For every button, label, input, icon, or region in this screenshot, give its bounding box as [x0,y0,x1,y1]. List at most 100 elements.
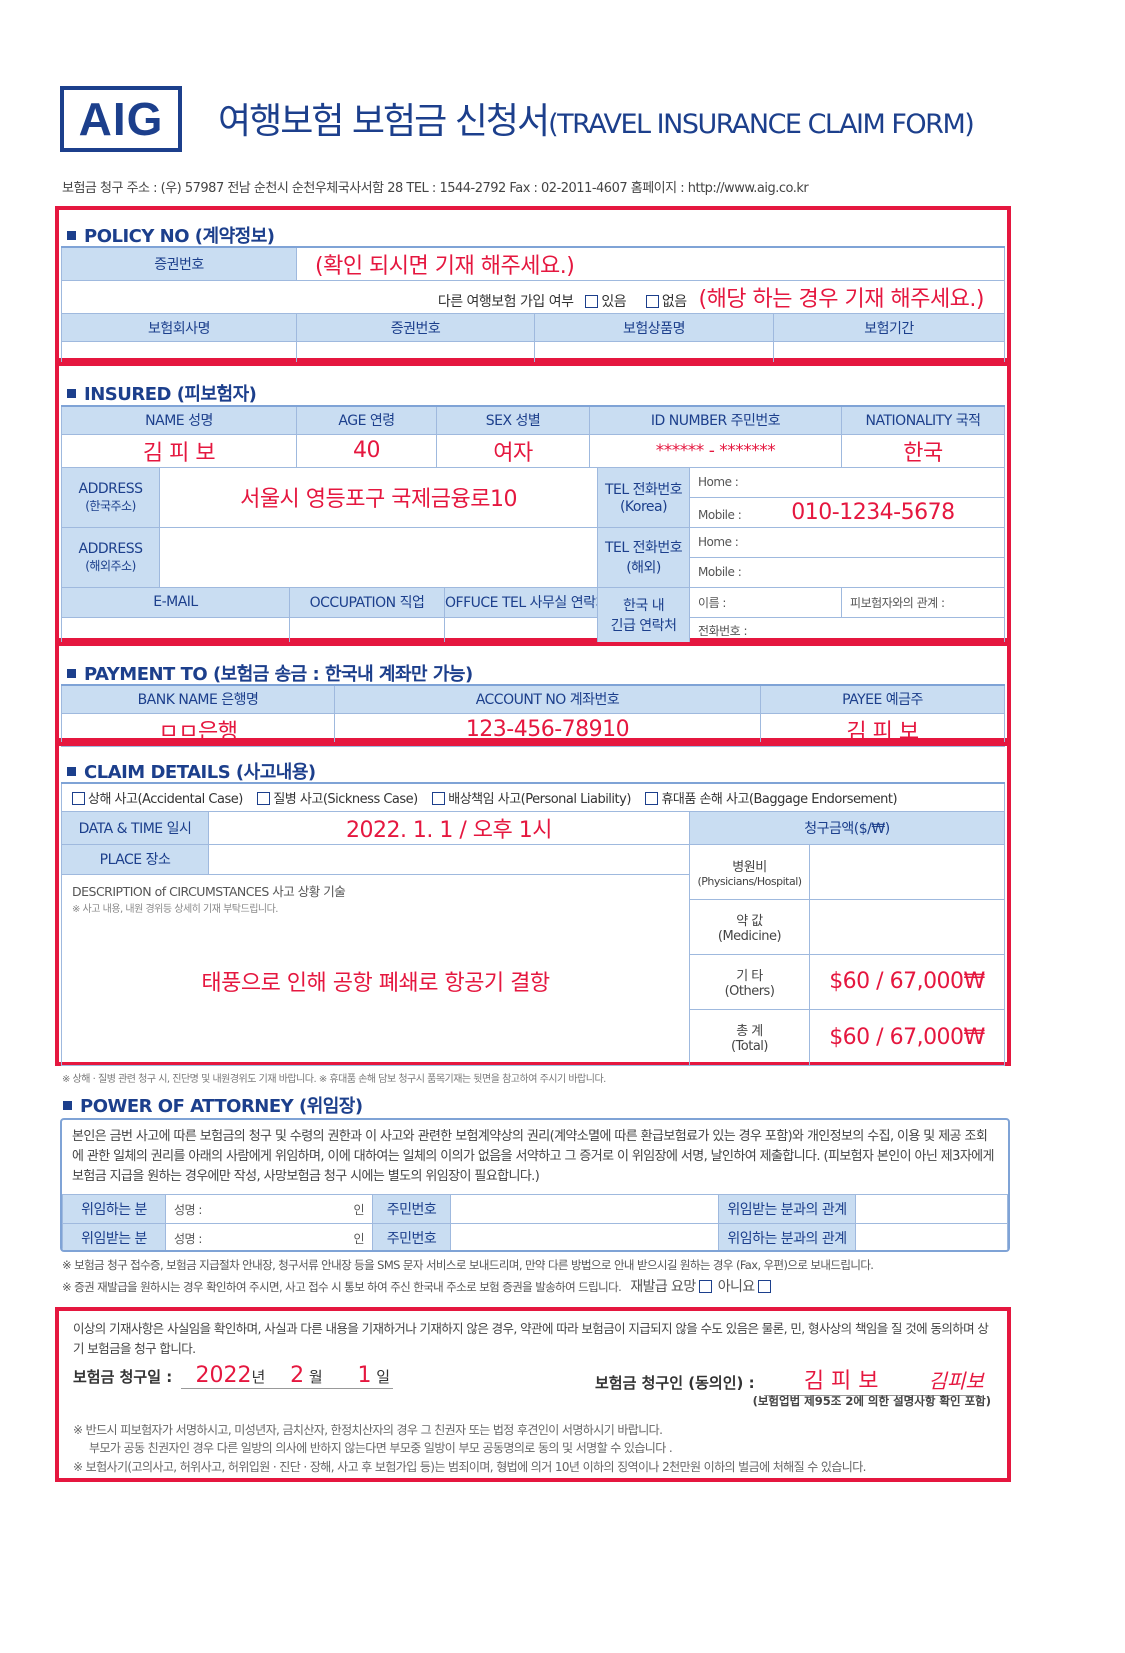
id-field[interactable]: ****** - ******* [589,433,843,468]
age-field[interactable]: 40 [296,433,438,468]
policy-section: POLICY NO (계약정보) 증권번호 (확인 되시면 기재 해주세요.) 다… [55,206,1011,366]
checkbox-reissue-no[interactable] [757,1280,771,1293]
claim-section: CLAIM DETAILS (사고내용) 상해 사고(Accidental Ca… [55,742,1011,1066]
note-sms: ※ 보험금 청구 접수증, 보험금 지급절차 안내장, 청구서류 안내장 등을 … [62,1258,874,1272]
col-name: NAME 성명 [60,405,298,435]
poa-role: 위임받는 분 [62,1223,166,1250]
name-label: 성명 : [174,1231,202,1246]
checkbox-reissue[interactable] [698,1280,712,1293]
other-insurance-row: 다른 여행보험 가입 여부 있음 없음 (해당 하는 경우 기재 해주세요.) [61,280,1005,314]
month-unit: 월 [308,1368,323,1386]
poa-id-field[interactable] [450,1223,719,1250]
hospital-label: 병원비 (Physicians/Hospital) [689,843,810,900]
title-ko: 여행보험 보험금 신청서 [218,101,550,142]
medicine-amount[interactable] [809,898,1005,955]
date-field[interactable]: 2022. 1. 1 / 오후 1시 [208,810,690,845]
claimant-name: 김 피 보 [803,1369,879,1394]
checkbox-sickness[interactable] [257,791,271,805]
home-kr-field[interactable]: Home : [689,466,1005,498]
type-label: 질병 사고(Sickness Case) [273,791,418,807]
insured-table: NAME 성명 AGE 연령 SEX 성별 ID NUMBER 주민번호 NATIONA… [60,405,1005,644]
claimant-field[interactable]: 김 피 보 김피보 [763,1363,984,1396]
amount-header: 청구금액($/₩) [689,810,1005,845]
label-line: (Korea) [619,499,668,515]
sex-field[interactable]: 여자 [436,433,591,468]
label-line: TEL 전화번호 [604,540,683,556]
col-age: AGE 연령 [296,405,438,435]
nationality-field[interactable]: 한국 [841,433,1005,468]
payment-section: PAYMENT TO (보험금 송금 : 한국내 계좌만 가능) BANK NA… [55,642,1011,747]
hospital-amount[interactable] [809,843,1005,900]
reissue-no-label: 아니요 [717,1279,755,1295]
label-line: 기 타 [736,968,763,984]
mobile-kr-value: 010-1234-5678 [791,499,955,525]
warning-2: 부모가 공동 친권자인 경우 다른 일방의 의사에 반하지 않는다면 부모중 일… [89,1441,673,1455]
insured-section: INSURED (피보험자) NAME 성명 AGE 연령 SEX 성별 ID NUM… [55,362,1011,644]
checkbox-no[interactable] [645,295,659,308]
payee-field[interactable]: 김 피 보 [760,712,1005,747]
law-note: (보험업법 제95조 2에 의한 설명사항 확인 포함) [752,1394,991,1408]
mobile-ab-field[interactable]: Mobile : [689,556,1005,588]
claimant-row: 보험금 청구인 (동의인) : 김 피 보 김피보 [595,1363,984,1396]
label-line: (Total) [730,1039,769,1054]
medicine-label: 약 값 (Medicine) [689,898,810,955]
poa-name-field[interactable]: 성명 : 인 [165,1194,373,1224]
address-kr-field[interactable]: 서울시 영등포구 국제금융로10 [158,466,599,528]
home-ab-field[interactable]: Home : [689,526,1005,558]
col-sex: SEX 성별 [436,405,591,435]
poa-relation-field[interactable] [855,1194,1008,1224]
cert-label: 증권번호 [61,246,297,281]
poa-relation-field[interactable] [855,1223,1008,1250]
note-reissue: ※ 증권 재발급을 원하시는 경우 확인하여 주시면, 사고 접수 시 통보 하… [62,1276,774,1296]
description-field[interactable]: DESCRIPTION of CIRCUMSTANCES 사고 상황 기술 ※ … [61,873,690,1066]
label-line: 긴급 연락처 [610,618,677,634]
claim-title: CLAIM DETAILS (사고내용) [67,758,316,784]
cert-number-field[interactable]: (확인 되시면 기재 해주세요.) [296,246,1005,281]
label-line: (Medicine) [717,928,782,944]
name-field[interactable]: 김 피 보 [60,433,298,468]
seal-mark: 인 [353,1231,364,1246]
email-field[interactable] [61,616,290,644]
desc-note: ※ 사고 내용, 내원 경위등 상세히 기재 부탁드립니다. [72,903,279,915]
checkbox-yes[interactable] [585,295,599,308]
product-field[interactable] [534,341,774,366]
col-product: 보험상품명 [534,313,774,342]
place-field[interactable] [208,843,690,875]
checkbox-accident[interactable] [72,791,85,805]
emergency-name-field[interactable]: 이름 : [689,586,843,618]
poa-id-label: 주민번호 [372,1194,451,1224]
others-amount[interactable]: $60 / 67,000₩ [809,953,1005,1010]
no-label: 없음 [661,294,687,310]
policy-table: 증권번호 (확인 되시면 기재 해주세요.) 다른 여행보험 가입 여부 있음 없… [61,246,1005,366]
label-line: (해외주소) [85,558,136,573]
poa-id-field[interactable] [450,1194,719,1224]
total-amount[interactable]: $60 / 67,000₩ [809,1008,1005,1066]
address-ab-field[interactable] [158,526,599,588]
month-value: 2 [290,1363,305,1388]
col-bank: BANK NAME 은행명 [61,684,335,714]
checkbox-baggage[interactable] [645,791,659,805]
year-value: 2022 [195,1363,252,1388]
poa-name-field[interactable]: 성명 : 인 [165,1223,373,1250]
reissue-text: ※ 증권 재발급을 원하시는 경우 확인하여 주시면, 사고 접수 시 통보 하… [62,1280,622,1294]
seal-mark: 인 [353,1202,364,1217]
claim-date-row: 보험금 청구일 : 2022년 2 월 1 일 [73,1363,394,1389]
claim-date-field[interactable]: 2022년 2 월 1 일 [181,1363,394,1389]
checkbox-liability[interactable] [432,791,446,805]
type-label: 상해 사고(Accidental Case) [88,791,243,807]
aig-logo: AIG [60,86,182,152]
mobile-kr-field[interactable]: Mobile : 010-1234-5678 [689,496,1005,528]
other-insurance-label: 다른 여행보험 가입 여부 [437,294,574,310]
office-tel-field[interactable] [444,616,599,644]
emergency-phone-field[interactable]: 전화번호 : [689,616,1005,644]
label-line: (Others) [724,983,775,999]
consent-section: 이상의 기재사항은 사실임을 확인하며, 사실과 다른 내용을 기재하거나 기재… [55,1307,1011,1482]
insured-title: INSURED (피보험자) [67,380,257,406]
occupation-field[interactable] [288,616,446,644]
emergency-relation-field[interactable]: 피보험자와의 관계 : [841,586,1005,618]
account-field[interactable]: 123-456-78910 [334,712,761,747]
label-line: (Physicians/Hospital) [697,874,802,888]
day-unit: 일 [376,1368,391,1386]
title-en: (TRAVEL INSURANCE CLAIM FORM) [548,109,975,140]
label-line: 총 계 [736,1024,763,1039]
